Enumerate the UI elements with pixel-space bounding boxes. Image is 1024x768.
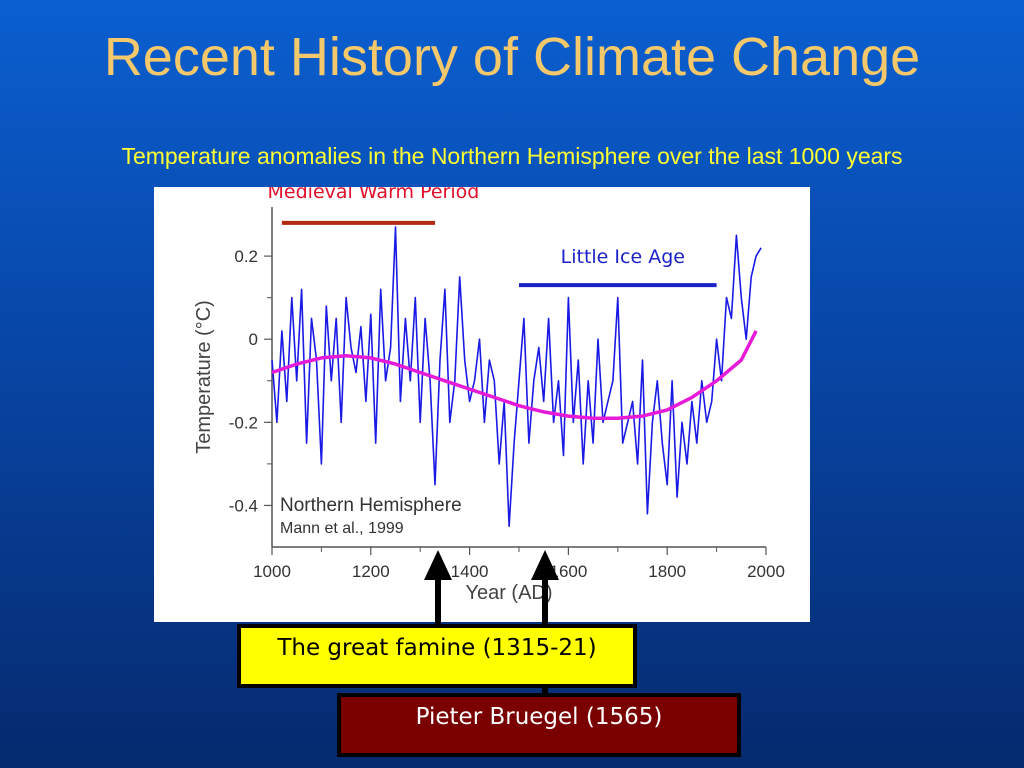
famine-event-label: The great famine (1315-21) bbox=[277, 635, 597, 661]
y-tick-label: 0.2 bbox=[234, 247, 258, 266]
x-tick-label: 2000 bbox=[747, 562, 785, 581]
x-tick-label: 1400 bbox=[451, 562, 489, 581]
source-label: Northern Hemisphere bbox=[280, 495, 462, 516]
famine-event-box: The great famine (1315-21) bbox=[237, 624, 637, 688]
slide-title: Recent History of Climate Change bbox=[103, 27, 921, 87]
x-tick-label: 1000 bbox=[253, 562, 291, 581]
x-tick-label: 1200 bbox=[352, 562, 390, 581]
y-tick-label: 0 bbox=[249, 330, 258, 349]
citation-label: Mann et al., 1999 bbox=[280, 520, 404, 537]
temperature-series-line bbox=[271, 226, 762, 528]
smoothed-trend-line bbox=[271, 330, 758, 420]
y-tick-label: -0.2 bbox=[229, 413, 258, 432]
period-label: Little Ice Age bbox=[561, 246, 685, 268]
bruegel-event-label: Pieter Bruegel (1565) bbox=[415, 704, 663, 730]
temperature-chart: 1000 1200 1400 1600 1800 2000 0.2 0 -0.2 -0.4 Year… bbox=[193, 187, 785, 604]
chart-panel: 1000 1200 1400 1600 1800 2000 0.2 0 -0.2 -0.4 Year… bbox=[154, 187, 810, 622]
bruegel-event-box: Pieter Bruegel (1565) bbox=[337, 693, 741, 757]
y-tick-label: -0.4 bbox=[229, 496, 258, 515]
x-tick-label: 1600 bbox=[549, 562, 587, 581]
y-axis-label: Temperature (°C) bbox=[193, 300, 215, 454]
slide-subtitle: Temperature anomalies in the Northern He… bbox=[121, 143, 903, 169]
x-tick-label: 1800 bbox=[648, 562, 686, 581]
period-label: Medieval Warm Period bbox=[268, 187, 480, 203]
x-axis-label: Year (AD) bbox=[465, 582, 552, 604]
